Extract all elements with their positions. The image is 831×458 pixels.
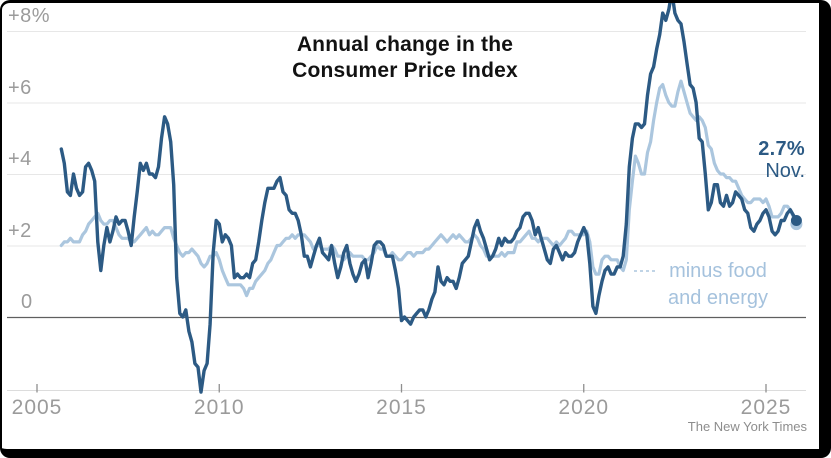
y-axis-label-8: +8%: [8, 5, 51, 27]
chart-title-line2: Consumer Price Index: [292, 59, 518, 82]
x-axis-label-2005: 2005: [11, 396, 63, 419]
headline-cpi-line: [59, 0, 799, 394]
y-axis-label-4: +4: [8, 148, 32, 170]
latest-value-annotation: 2.7% Nov.: [758, 138, 805, 183]
x-axis-label-2025: 2025: [740, 396, 792, 419]
core-series-label: minus food and energy: [659, 258, 777, 312]
y-axis-label-6: +6: [8, 76, 32, 99]
chart-title: Annual change in the Consumer Price Inde…: [250, 32, 560, 84]
x-axis-layer: [7, 384, 806, 393]
headline-cpi-end-dot: [790, 215, 802, 226]
x-axis-label-2010: 2010: [193, 396, 245, 419]
core-series-label-line1: minus food: [669, 260, 767, 282]
x-axis-label-2015: 2015: [376, 396, 427, 419]
source-credit: The New York Times: [687, 419, 807, 434]
y-axis-label-0: 0: [21, 291, 33, 313]
x-axis-label-2020: 2020: [558, 396, 610, 419]
core-cpi-line: [59, 79, 799, 298]
latest-value: 2.7%: [758, 138, 805, 160]
core-series-label-line2: and energy: [667, 287, 769, 309]
chart-title-line1: Annual change in the: [296, 33, 514, 56]
latest-period: Nov.: [765, 160, 805, 182]
y-axis-label-2: +2: [8, 219, 32, 242]
